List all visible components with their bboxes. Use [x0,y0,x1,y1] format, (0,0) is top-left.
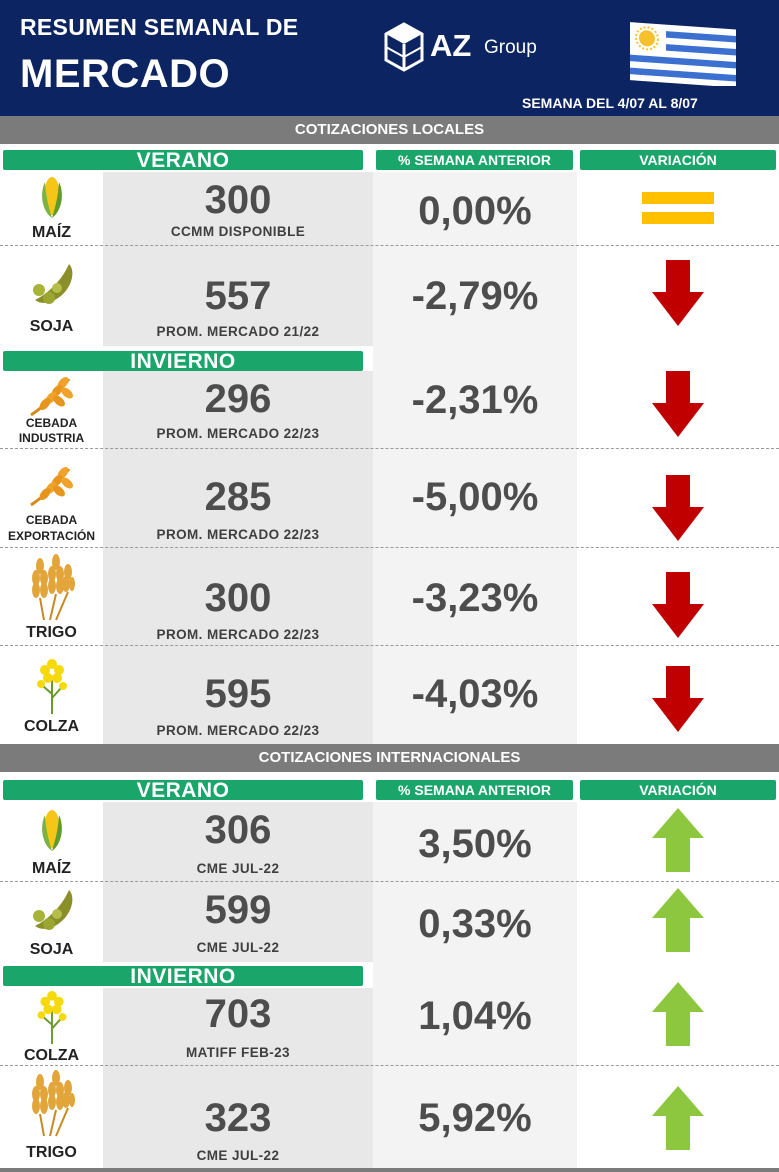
price-value: 599 [204,888,272,932]
intl-row-soja: SOJA 599 CME JUL-22 0,33% [0,882,779,962]
equal-icon [642,192,714,224]
crop-label: MAÍZ [31,860,72,877]
soy-icon [32,264,72,304]
price-value: 557 [204,274,272,318]
price-value: 285 [204,475,272,519]
crop-label: TRIGO [26,1144,77,1161]
pill-pct-header-international: % SEMANA ANTERIOR [376,780,573,800]
price-source: CME JUL-22 [196,1148,280,1163]
arrow-down-icon [652,475,704,541]
intl-row-trigo: TRIGO 323 CME JUL-22 5,92% [0,1066,779,1168]
price-value: 703 [204,992,272,1036]
pct-change: 0,00% [418,189,532,233]
header-title-line1: RESUMEN SEMANAL DE [20,14,299,40]
pct-change: 1,04% [418,994,532,1038]
pill-var-header-international: VARIACIÓN [580,780,776,800]
week-range: SEMANA DEL 4/07 AL 8/07 [522,95,698,111]
pill-invierno-international: INVIERNO [3,966,363,987]
corn-icon [41,810,62,851]
price-source: CME JUL-22 [196,861,280,876]
crop-label: COLZA [23,718,80,735]
local-row-cebada-industria: 296 PROM. MERCADO 22/23 -2,31% CEBADA IN… [0,346,779,449]
arrow-down-icon [652,371,704,437]
pct-change: 0,33% [418,902,532,946]
crop-label: TRIGO [26,624,77,641]
corn-icon [41,177,62,218]
logo-main-text: AZ [430,28,472,63]
crop-label: COLZA [23,1047,80,1064]
uruguay-flag-icon [630,22,736,86]
price-source: PROM. MERCADO 22/23 [156,627,320,642]
pill-invierno-local: INVIERNO [3,351,363,372]
pill-verano-local: VERANO [3,150,363,171]
crop-label: MAÍZ [31,224,72,241]
intl-row-maiz: MAÍZ 306 CME JUL-22 3,50% [0,802,779,882]
soy-icon [32,890,72,930]
section-title-international: COTIZACIONES INTERNACIONALES [0,744,779,772]
pct-change: -2,79% [411,274,539,318]
rapeseed-icon [37,990,66,1044]
arrow-up-icon [652,982,704,1046]
section-title-local: COTIZACIONES LOCALES [0,116,779,144]
price-value: 306 [204,808,272,852]
crop-label: SOJA [29,941,74,958]
crop-label: SOJA [29,318,74,335]
pct-change: -3,23% [411,576,539,620]
price-value: 296 [204,377,272,421]
price-source: PROM. MERCADO 21/22 [156,324,320,339]
header-banner: RESUMEN SEMANAL DE MERCADO AZ Group SEMA… [0,0,779,116]
local-row-cebada-exportacion: CEBADA EXPORTACIÓN 285 PROM. MERCADO 22/… [0,449,779,548]
arrow-up-icon [652,808,704,872]
price-source: CME JUL-22 [196,940,280,955]
barley-icon [29,467,73,507]
arrow-down-icon [652,666,704,732]
pill-var-header-local: VARIACIÓN [580,150,776,170]
intl-row-colza: 703 MATIFF FEB-23 1,04% COLZA [0,962,779,1066]
pct-change: -2,31% [411,378,539,422]
logo-sub-text: Group [484,37,537,58]
header-title-line2: MERCADO [20,52,231,96]
barley-icon [29,377,73,417]
crop-label-line1: CEBADA [25,513,78,527]
bottom-border [0,1168,779,1172]
pct-change: -4,03% [411,672,539,716]
wheat-icon [31,554,75,621]
pill-pct-header-local: % SEMANA ANTERIOR [376,150,573,170]
az-cube-icon [384,22,424,72]
local-row-trigo: TRIGO 300 PROM. MERCADO 22/23 -3,23% [0,548,779,646]
price-source: PROM. MERCADO 22/23 [156,527,320,542]
price-value: 323 [204,1096,272,1140]
price-source: CCMM DISPONIBLE [170,224,306,239]
price-source: MATIFF FEB-23 [186,1045,290,1060]
crop-label-line2: INDUSTRIA [18,431,85,445]
crop-label-line2: EXPORTACIÓN [7,529,96,543]
rapeseed-icon [36,659,67,714]
price-value: 300 [204,576,272,620]
pct-change: 5,92% [418,1096,532,1140]
price-value: 300 [204,178,272,222]
price-source: PROM. MERCADO 22/23 [156,723,320,738]
arrow-up-icon [652,888,704,952]
pill-verano-international: VERANO [3,780,363,801]
arrow-up-icon [652,1086,704,1150]
local-row-colza: COLZA 595 PROM. MERCADO 22/23 -4,03% [0,646,779,744]
price-source: PROM. MERCADO 22/23 [156,426,320,441]
arrow-down-icon [652,572,704,638]
local-row-soja: SOJA 557 PROM. MERCADO 21/22 -2,79% [0,246,779,346]
az-group-logo: AZ Group [382,20,552,76]
pct-change: -5,00% [411,475,539,519]
local-row-maiz: MAÍZ 300 CCMM DISPONIBLE 0,00% [0,172,779,246]
arrow-down-icon [652,260,704,326]
pct-change: 3,50% [418,822,532,866]
wheat-icon [31,1070,75,1137]
price-value: 595 [204,672,272,716]
crop-label-line1: CEBADA [25,416,78,430]
